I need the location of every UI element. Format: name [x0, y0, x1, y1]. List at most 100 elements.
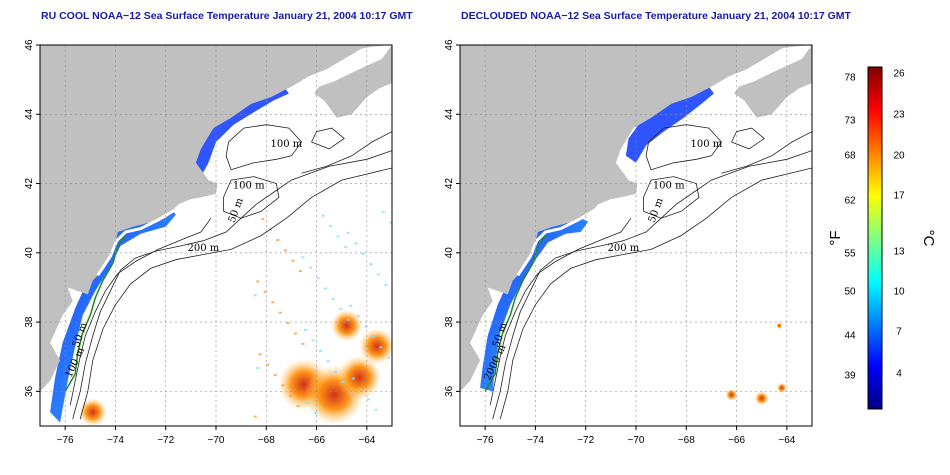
right-nearshore-strip: [484, 235, 547, 392]
right-lon-tick-label: −66: [728, 435, 745, 446]
left-lat-tick-label: 44: [24, 108, 35, 120]
left-scattered-pixel: [263, 290, 267, 293]
left-lat-tick-label: 38: [24, 316, 35, 328]
left-scattered-pixel: [387, 356, 390, 359]
left-scattered-pixel: [273, 374, 277, 376]
right-isobath: [731, 127, 765, 150]
left-scattered-pixel: [364, 325, 368, 328]
left-scattered-pixel: [316, 277, 320, 280]
colorbar-celsius-tick: 17: [893, 191, 905, 202]
left-scattered-pixel: [371, 335, 375, 338]
colorbar-fahrenheit-tick: 68: [844, 151, 856, 162]
left-scattered-pixel: [283, 249, 287, 252]
left-scattered-pixel: [344, 245, 348, 248]
right-lon-tick-label: −68: [678, 435, 695, 446]
left-scattered-pixel: [304, 329, 307, 331]
left-nearshore-strip: [64, 235, 127, 392]
left-lon-tick-label: −70: [208, 435, 225, 446]
colorbar-fahrenheit-tick: 50: [844, 287, 856, 298]
left-scattered-pixel: [349, 391, 353, 394]
left-isobath: [69, 217, 212, 406]
left-lat-tick-label: 42: [24, 178, 35, 190]
left-scattered-pixel: [271, 301, 275, 304]
right-lat-tick-label: 46: [444, 39, 455, 51]
right-isobath: [492, 150, 812, 420]
right-isobath: [499, 167, 812, 420]
left-scattered-pixel: [326, 360, 330, 363]
left-land-nova-scotia: [314, 45, 392, 118]
colorbar-fahrenheit-tick: 39: [844, 371, 856, 382]
left-scattered-pixel: [253, 415, 257, 418]
colorbar-celsius-tick: 10: [893, 287, 905, 298]
left-isobath: [225, 124, 303, 171]
right-land-us: [460, 45, 812, 392]
left-lat-tick-label: 40: [24, 247, 35, 259]
left-scattered-pixel: [299, 270, 302, 273]
left-scattered-pixel: [351, 377, 355, 380]
left-isobath-label: 100 m: [271, 139, 303, 150]
left-scattered-pixel: [376, 273, 380, 276]
left-scattered-pixel: [261, 218, 265, 221]
left-long-island-sound: [96, 208, 177, 277]
left-lon-tick-label: −74: [107, 435, 124, 446]
right-lon-tick-label: −64: [778, 435, 795, 446]
left-scattered-pixel: [309, 266, 312, 269]
colorbar-celsius-tick: 7: [896, 327, 902, 338]
left-scattered-pixel: [369, 263, 373, 266]
left-scattered-pixel: [346, 318, 350, 321]
right-land-nova-scotia: [734, 45, 812, 118]
right-lon-tick-label: −74: [527, 435, 544, 446]
right-warm-patch: [776, 322, 783, 329]
colorbar-celsius-tick: 4: [896, 369, 902, 380]
left-scattered-pixel: [286, 322, 290, 325]
left-map-title: RU COOL NOAA−12 Sea Surface Temperature …: [41, 10, 413, 22]
left-scattered-pixel: [266, 363, 270, 366]
colorbar-fahrenheit-tick: 73: [844, 116, 856, 127]
right-lat-tick-label: 36: [444, 385, 455, 397]
left-scattered-pixel: [336, 235, 340, 238]
left-scattered-pixel: [291, 259, 295, 262]
left-scattered-pixel: [361, 252, 365, 255]
left-scattered-pixel: [334, 370, 338, 373]
left-scattered-pixel: [359, 387, 363, 390]
left-scattered-pixel: [278, 311, 282, 314]
right-map-title: DECLOUDED NOAA−12 Sea Surface Temperatur…: [461, 10, 851, 22]
right-lat-tick-label: 42: [444, 178, 455, 190]
colorbar-fahrenheit-tick: 44: [844, 331, 856, 342]
left-scattered-pixel: [329, 225, 333, 228]
left-warm-patch: [330, 309, 363, 342]
left-scattered-pixel: [324, 287, 328, 290]
left-scattered-pixel: [379, 346, 383, 349]
left-lat-tick-label: 46: [24, 39, 35, 51]
right-isobath-label: 100 m: [653, 181, 685, 192]
left-isobath-label: 100 m: [233, 181, 265, 192]
left-scattered-pixel: [306, 401, 310, 404]
left-scattered-pixel: [256, 280, 260, 283]
left-scattered-pixel: [354, 242, 358, 245]
colorbar-gradient: [867, 66, 883, 410]
left-scattered-pixel: [288, 394, 292, 397]
colorbar-fahrenheit-tick: 78: [844, 73, 856, 84]
left-lon-tick-label: −76: [57, 435, 74, 446]
left-scattered-pixel: [346, 232, 350, 234]
temperature-colorbar: 78 73 68 62 55 50 44 39 26 23 20 17 13 10 7 4 °F °C: [827, 66, 937, 410]
left-scattered-pixel: [319, 349, 323, 352]
right-long-island-sound: [516, 208, 597, 277]
left-scattered-pixel: [321, 214, 325, 217]
left-scattered-pixel: [256, 367, 260, 370]
left-scattered-pixel: [384, 284, 388, 286]
right-isobath-label: 100 m: [691, 139, 723, 150]
left-isobath: [72, 150, 392, 420]
right-isobath-label: 200 m: [608, 243, 640, 254]
left-scattered-pixel: [366, 398, 370, 401]
right-lat-tick-label: 38: [444, 316, 455, 328]
left-scattered-pixel: [301, 342, 305, 345]
colorbar-celsius-tick: 20: [893, 151, 905, 162]
left-scattered-pixel: [281, 384, 285, 387]
left-scattered-pixel: [381, 211, 385, 214]
colorbar-fahrenheit-tick: 55: [844, 249, 856, 260]
